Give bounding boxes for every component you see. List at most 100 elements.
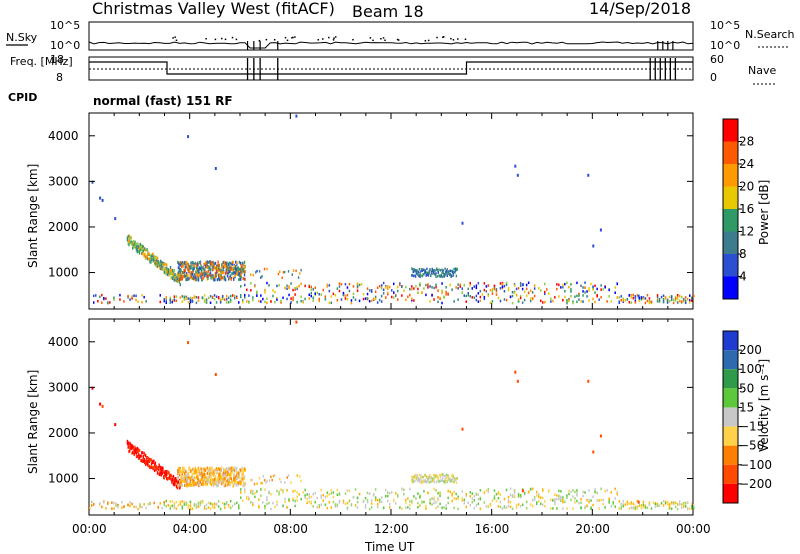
echo-cell [505, 506, 508, 509]
echo-cell [141, 252, 144, 256]
echo-cell [194, 278, 197, 282]
echo-cell [411, 297, 413, 301]
echo-cell [507, 504, 510, 508]
echo-cell [620, 507, 622, 510]
echo-cell [173, 298, 176, 301]
echo-cell [244, 296, 246, 299]
echo-cell [656, 502, 659, 506]
echo-cell [175, 485, 178, 488]
echo-cell [399, 283, 401, 287]
echo-cell [222, 267, 224, 271]
echo-cell [216, 484, 218, 488]
echo-cell [521, 283, 524, 287]
echo-cell [521, 287, 524, 291]
echo-cell [451, 269, 453, 273]
echo-cell [219, 507, 222, 511]
echo-cell [184, 483, 186, 487]
echo-cell [306, 501, 308, 505]
echo-cell [149, 458, 151, 462]
echo-cell [682, 502, 685, 506]
echo-cell [453, 300, 455, 303]
power-colorbar-tick-label: 12 [739, 225, 754, 239]
echo-cell [372, 494, 375, 497]
echo-cell [678, 500, 681, 503]
echo-cell [212, 265, 215, 269]
echo-cell [91, 504, 93, 507]
echo-cell [226, 274, 229, 278]
freq-panel: Freq. [MHz] 18 8 60 0 Nave [10, 53, 776, 85]
power-colorbar-swatch [723, 231, 738, 254]
echo-cell [165, 299, 167, 302]
echo-cell [431, 269, 433, 272]
echo-cell [262, 297, 264, 301]
echo-cell [436, 268, 438, 271]
beam-title: Beam 18 [352, 2, 424, 21]
echo-cell [189, 273, 192, 277]
echo-cell [225, 268, 227, 272]
echo-cell [420, 479, 423, 482]
echo-cell [284, 481, 286, 484]
echo-cell [320, 496, 322, 499]
echo-cell [614, 487, 616, 491]
echo-cell [630, 501, 633, 504]
echo-cell [457, 497, 459, 501]
echo-cell [521, 489, 524, 493]
echo-cell [141, 245, 144, 249]
echo-cell [115, 502, 117, 505]
echo-cell [687, 507, 689, 511]
noise-spike [397, 39, 400, 41]
echo-cell [164, 471, 166, 475]
echo-cell [451, 499, 453, 503]
echo-cell [505, 281, 508, 285]
echo-cell [634, 299, 637, 302]
echo-cell [364, 503, 367, 507]
echo-cell [234, 296, 236, 300]
echo-cell [588, 289, 590, 292]
echo-cell [189, 507, 192, 511]
echo-cell [519, 505, 522, 508]
echo-cell [415, 497, 417, 500]
echo-cell [205, 270, 207, 274]
echo-cell [250, 489, 252, 493]
echo-cell [648, 297, 651, 300]
echo-cell [586, 498, 588, 502]
echo-cell [477, 281, 480, 285]
echo-cell [173, 504, 176, 508]
echo-cell [156, 471, 159, 475]
echo-cell [219, 301, 222, 304]
echo-cell [157, 505, 159, 509]
echo-cell [202, 265, 204, 269]
echo-cell [172, 478, 174, 482]
echo-cell [252, 296, 254, 299]
echo-cell [227, 472, 229, 476]
echo-cell [250, 282, 252, 285]
echo-cell [487, 294, 490, 297]
echo-cell [580, 506, 582, 509]
echo-cell [185, 474, 187, 478]
echo-cell [179, 503, 182, 506]
echo-cell [636, 499, 639, 503]
echo-cell [258, 498, 260, 501]
echo-cell [637, 294, 640, 298]
echo-cell [632, 506, 635, 509]
echo-cell [163, 501, 165, 504]
echo-cell [391, 289, 393, 292]
echo-cell [162, 264, 164, 268]
echo-cell [240, 275, 242, 279]
echo-cell [216, 264, 218, 268]
echo-cell [427, 274, 430, 277]
echo-cell [425, 504, 427, 508]
echo-cell [491, 292, 494, 295]
echo-cell [428, 475, 430, 478]
echo-cell [328, 493, 331, 496]
echo-cell [150, 458, 153, 462]
echo-cell [600, 284, 602, 287]
echo-cell [172, 482, 175, 486]
echo-cell [201, 296, 204, 300]
echo-cell [187, 506, 190, 509]
echo-cell [588, 489, 590, 492]
echo-cell [196, 472, 198, 476]
echo-cell [134, 242, 136, 246]
echo-cell [414, 275, 417, 278]
